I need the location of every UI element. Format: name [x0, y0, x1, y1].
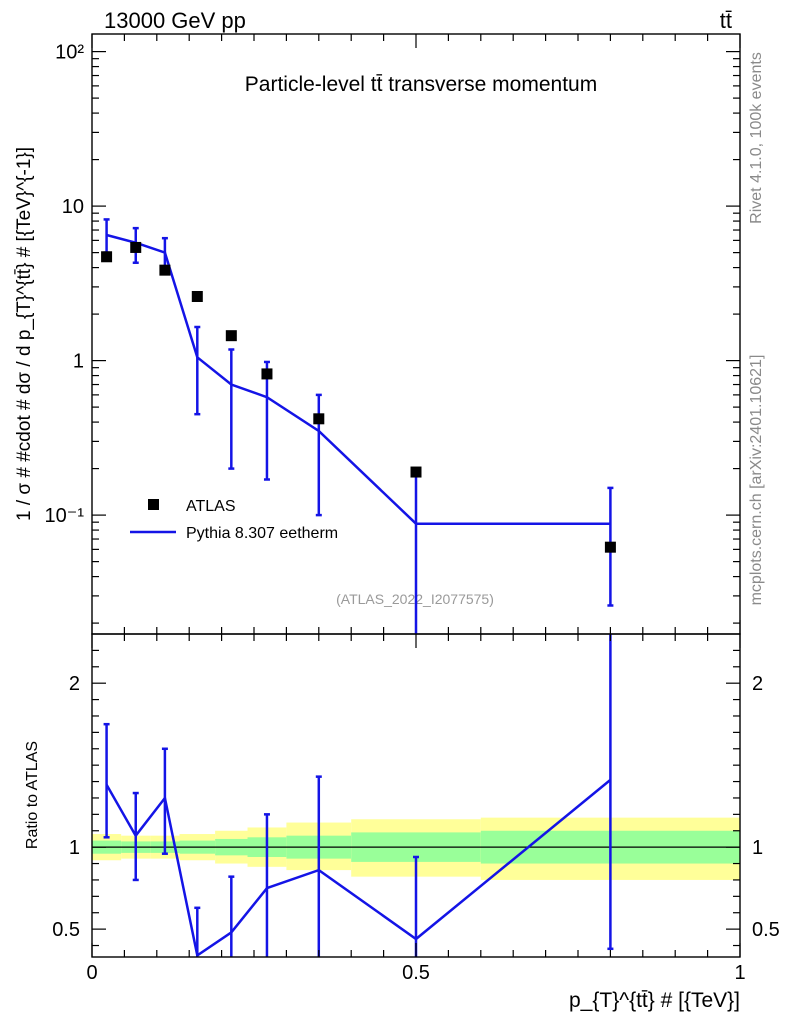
atlas-data-point	[225, 330, 237, 342]
ratio-y-tick-labels: 2 2 1 1 0.5 0.5	[52, 673, 780, 941]
ratio-plot-panel: 2 21 10.5 0.5 0 0.5 1 Ratio to ATLAS p_{T}^{t…	[24, 633, 780, 1012]
atlas-data-point	[130, 241, 142, 253]
main-y-tick-label: 10⁻¹	[45, 505, 85, 527]
ratio-y-tick-label-right: 1	[752, 837, 763, 859]
ratio-y-tick-label: 0.5	[52, 919, 80, 941]
ratio-y-tick-label-right: 2	[752, 673, 763, 695]
main-axis-ticks	[91, 34, 741, 634]
legend-atlas-label: ATLAS	[186, 498, 236, 515]
x-tick-label: 0.5	[402, 962, 430, 984]
ratio-y-tick-label: 2	[69, 673, 80, 695]
legend-atlas-marker	[148, 499, 159, 510]
x-tick-label: 1	[734, 962, 745, 984]
x-tick-labels: 0 0.5 1	[86, 962, 745, 984]
ratio-y-tick-label-right: 0.5	[752, 919, 780, 941]
ratio-pythia-series	[103, 634, 614, 957]
main-y-tick-label: 10²	[55, 42, 84, 64]
plot-title: Particle-level tt̄ transverse momentum	[245, 73, 597, 96]
ratio-y-tick-label: 1	[69, 837, 80, 859]
atlas-series	[101, 241, 616, 553]
energy-label: 13000 GeV pp	[104, 8, 246, 33]
main-y-tick-label: 1	[73, 351, 84, 373]
ratio-y-axis-label: Ratio to ATLAS	[24, 741, 41, 849]
main-y-tick-label: 10	[62, 196, 84, 218]
x-axis-label: p_{T}^{tt̄} # [{TeV}]	[569, 989, 740, 1012]
atlas-data-point	[604, 541, 616, 553]
mcplots-label: mcplots.cern.ch [arXiv:2401.10621]	[748, 355, 765, 606]
legend-pythia-label: Pythia 8.307 eetherm	[186, 525, 338, 542]
main-y-axis-label: 1 / σ # #cdot # dσ / d p_{T}^{tt̄} # [{T…	[14, 147, 35, 521]
legend: ATLAS Pythia 8.307 eetherm	[130, 498, 338, 542]
ratio-axis-ticks	[91, 634, 741, 957]
atlas-data-point	[159, 264, 171, 276]
process-label: tt̄	[720, 8, 732, 33]
main-y-tick-labels: 10² 10 1 10⁻¹	[45, 42, 85, 528]
main-plot-panel: 10² 10 1 10⁻¹ Particle-level tt̄ transverse…	[14, 33, 741, 635]
atlas-data-point	[191, 290, 203, 302]
atlas-data-point	[101, 251, 113, 263]
pythia-series	[103, 218, 614, 634]
atlas-data-point	[261, 368, 273, 380]
atlas-data-point	[410, 466, 422, 478]
rivet-version-label: Rivet 4.1.0, 100k events	[748, 52, 765, 224]
pythia-line	[106, 233, 611, 525]
x-tick-label: 0	[86, 962, 97, 984]
atlas-data-point	[313, 413, 325, 425]
